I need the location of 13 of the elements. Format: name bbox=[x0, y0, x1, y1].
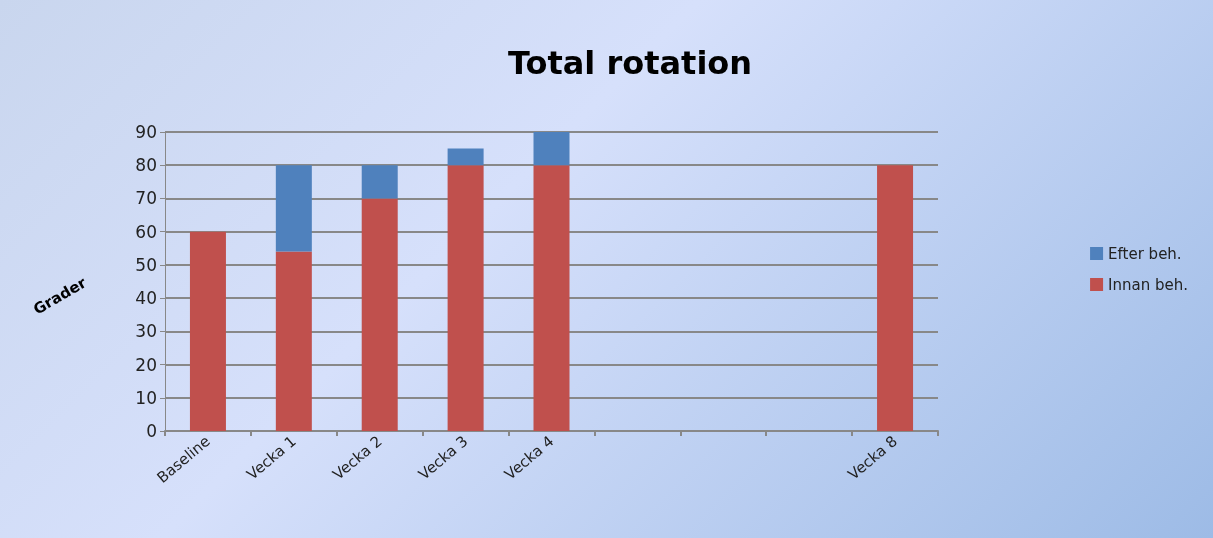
y-tick-label: 20 bbox=[135, 354, 157, 375]
y-tick-label: 0 bbox=[146, 421, 157, 441]
legend-label: Efter beh. bbox=[1108, 244, 1182, 263]
y-tick-label: 90 bbox=[135, 122, 157, 142]
y-tick-label: 40 bbox=[135, 288, 157, 309]
y-tick-label: 70 bbox=[135, 188, 157, 209]
legend-label: Innan beh. bbox=[1108, 275, 1189, 294]
y-tick-label: 10 bbox=[135, 387, 157, 408]
y-tick-label: 60 bbox=[135, 221, 157, 242]
y-tick-label: 50 bbox=[135, 254, 157, 275]
chart-title: Total rotation bbox=[507, 44, 753, 82]
y-tick-label: 30 bbox=[135, 321, 157, 342]
y-tick-label: 80 bbox=[135, 155, 157, 176]
